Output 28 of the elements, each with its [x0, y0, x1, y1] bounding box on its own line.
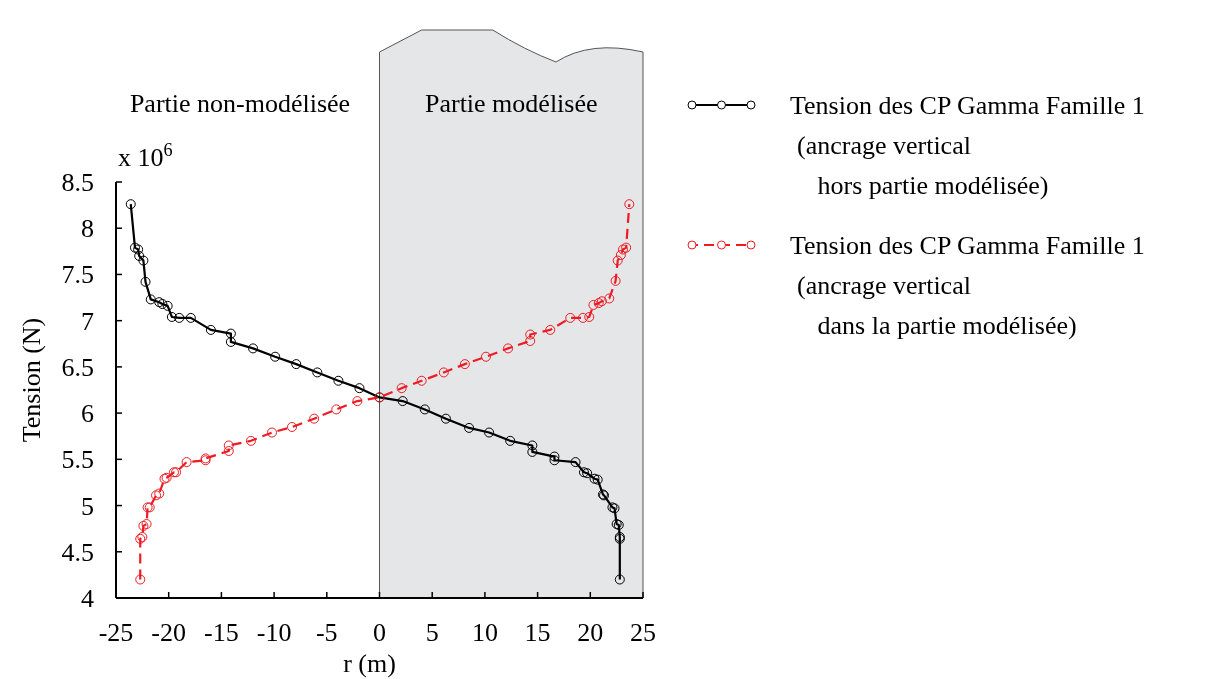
y-tick-label: 6 — [81, 399, 94, 429]
text: Partie non-modélisée — [129, 89, 351, 118]
legend-label: Tension des CP Gamma Famille 1 (ancrage vertical hors partie modélisée) — [790, 91, 1145, 200]
x-tick-label: -15 — [204, 618, 239, 647]
x-axis-title: r (m) — [343, 649, 396, 678]
x-tick-label: -25 — [98, 618, 134, 647]
x-tick-label: 5 — [425, 618, 439, 647]
y-tick-label: 4 — [81, 584, 94, 613]
y-tick-label: 5.5 — [61, 445, 94, 475]
x-tick-label: 0 — [373, 618, 386, 647]
y-tick-label: 4.5 — [61, 537, 94, 567]
x-tick-label: 15 — [524, 618, 551, 647]
x-tick-label: -10 — [256, 618, 292, 647]
band-label: Partie modélisée — [424, 89, 598, 118]
y-tick-label: 7.5 — [61, 260, 94, 290]
x-tick-label: -20 — [151, 618, 187, 647]
x-tick-label: -5 — [315, 618, 338, 647]
x-tick-label: 10 — [471, 618, 498, 647]
x-tick-label: 25 — [630, 618, 656, 647]
y-tick-label: 5 — [81, 491, 94, 521]
legend-label: Tension des CP Gamma Famille 1 (ancrage vertical dans la partie modélisée) — [790, 231, 1145, 340]
y-axis-title: Tension (N) — [17, 317, 46, 443]
y-tick-label: 8.5 — [61, 168, 94, 197]
y-tick-label: 7 — [81, 306, 94, 336]
y-tick-label: 8 — [81, 214, 94, 244]
text: x 10$^{6}$ — [118, 140, 173, 172]
y-tick-label: 6.5 — [61, 352, 94, 382]
x-tick-label: 20 — [577, 618, 604, 647]
